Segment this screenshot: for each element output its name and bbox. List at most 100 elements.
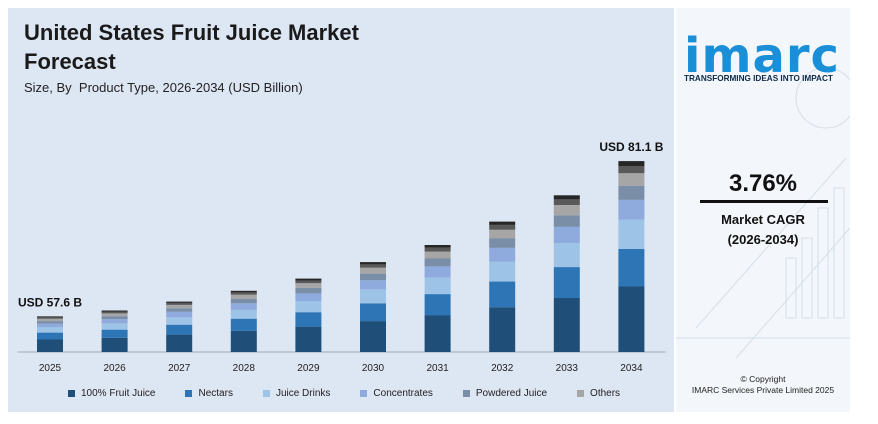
bar-segment-2033-2 [553, 243, 580, 267]
bar-segment-2029-6 [295, 280, 322, 284]
bar-segment-2031-4 [424, 258, 451, 267]
bar-segment-2034-5 [618, 173, 645, 186]
bar-segment-2030-0 [360, 321, 386, 352]
bar-segment-2032-0 [489, 307, 516, 352]
bar-segment-2026-6 [101, 311, 128, 314]
legend-item: Powdered Juice [462, 386, 548, 400]
bar-segment-2031-1 [424, 294, 451, 316]
x-tick-label: 2031 [426, 363, 449, 374]
x-tick-label: 2033 [556, 363, 579, 374]
bar-segment-2027-5 [166, 304, 193, 309]
legend-item: Nectars [185, 386, 233, 400]
bar-segment-2032-1 [489, 281, 516, 308]
bar-segment-2030-3 [360, 280, 386, 290]
bar-segment-2032-5 [489, 229, 516, 239]
copyright-line-2: IMARC Services Private Limited 2025 [691, 385, 835, 395]
bar-segment-2027-4 [166, 308, 193, 312]
bar-segment-2026-0 [101, 337, 128, 352]
legend-label: Nectars [198, 387, 233, 399]
legend-swatch [68, 389, 75, 397]
total-label-2025: USD 57.6 B [18, 295, 82, 309]
bar-segment-2026-4 [101, 316, 128, 320]
bar-segment-2032-6 [489, 224, 516, 230]
bar-segment-2030-1 [360, 303, 386, 322]
bar-segment-2028-1 [230, 318, 257, 331]
bar-segment-2025-6 [37, 317, 63, 319]
chart-subtitle: Size, By Product Type, 2026-2034 (USD Bi… [24, 80, 303, 95]
bar-segment-2029-0 [295, 326, 322, 352]
x-tick-label: 2027 [168, 363, 191, 374]
bar-segment-2032-3 [489, 248, 516, 262]
legend-label: Concentrates [373, 387, 433, 399]
x-tick-label: 2026 [103, 363, 126, 374]
bar-segment-2034-7 [618, 161, 645, 166]
bar-segment-2029-5 [295, 283, 322, 288]
cagr-divider [700, 200, 828, 203]
x-tick-label: 2025 [39, 363, 62, 374]
bar-segment-2033-7 [553, 195, 580, 200]
bar-segment-2025-5 [37, 318, 63, 321]
bar-segment-2025-0 [37, 339, 63, 352]
bar-segment-2026-3 [101, 319, 128, 324]
legend-item: 100% Fruit Juice [68, 386, 155, 400]
bar-segment-2032-4 [489, 238, 516, 248]
cagr-value: 3.76% [728, 170, 798, 197]
bar-segment-2033-0 [553, 298, 580, 352]
bar-segment-2027-2 [166, 317, 193, 325]
legend-item: Concentrates [360, 386, 433, 400]
bar-segment-2029-1 [295, 312, 322, 327]
legend-label: Others [590, 387, 621, 399]
legend-label: Juice Drinks [275, 387, 331, 399]
bar-segment-2034-1 [618, 249, 645, 287]
chart-legend: 100% Fruit Juice Nectars Juice Drinks Conce… [68, 386, 620, 400]
bar-segment-2027-3 [166, 311, 193, 318]
bar-segment-2025-1 [37, 332, 63, 340]
bar-segment-2030-5 [360, 267, 386, 274]
bar-segment-2028-2 [230, 309, 257, 319]
cagr-period: (2026-2034) [727, 232, 799, 247]
bar-segment-2028-7 [230, 290, 257, 293]
bar-segment-2025-4 [37, 321, 63, 324]
bar-segment-2026-2 [101, 323, 128, 330]
bar-segment-2028-5 [230, 294, 257, 299]
bar-segment-2034-0 [618, 286, 645, 352]
bar-segment-2033-5 [553, 205, 580, 216]
bar-segment-2033-3 [553, 226, 580, 243]
bar-segment-2034-3 [618, 199, 645, 220]
bar-segment-2025-3 [37, 323, 63, 328]
bar-segment-2026-1 [101, 329, 128, 338]
legend-swatch [185, 389, 193, 397]
bar-segment-2028-0 [230, 330, 257, 352]
copyright-notice: © Copyright IMARC Services Private Limit… [676, 374, 850, 396]
cagr-label: Market CAGR [721, 212, 805, 227]
total-label-2034: USD 81.1 B [599, 140, 663, 154]
bar-segment-2025-2 [37, 327, 63, 333]
bar-segment-2029-4 [295, 287, 322, 294]
bar-segment-2031-7 [424, 245, 451, 248]
x-tick-label: 2034 [620, 363, 643, 374]
legend-label: 100% Fruit Juice [81, 387, 156, 399]
brand-logo: imarc [684, 28, 840, 84]
legend-swatch [577, 389, 585, 397]
bar-segment-2029-7 [295, 278, 322, 281]
bar-segment-2025-7 [37, 316, 63, 318]
bar-segment-2030-4 [360, 273, 386, 281]
bar-segment-2026-7 [101, 310, 128, 312]
legend-item: Others [577, 386, 620, 400]
x-tick-label: 2030 [362, 363, 385, 374]
bar-segment-2027-0 [166, 334, 193, 352]
x-tick-label: 2028 [233, 363, 256, 374]
bar-segment-2034-2 [618, 219, 645, 249]
bar-segment-2033-4 [553, 215, 580, 227]
bar-segment-2032-2 [489, 261, 516, 282]
bar-segment-2027-1 [166, 324, 193, 335]
bar-segment-2030-2 [360, 289, 386, 304]
bar-segment-2027-7 [166, 301, 193, 303]
legend-label: Powdered Juice [475, 387, 548, 399]
bar-segment-2030-6 [360, 264, 386, 268]
bar-segment-2030-7 [360, 262, 386, 265]
bar-segment-2034-4 [618, 185, 645, 200]
bar-segment-2029-3 [295, 293, 322, 301]
legend-swatch [262, 389, 270, 397]
bar-segment-2031-2 [424, 277, 451, 295]
